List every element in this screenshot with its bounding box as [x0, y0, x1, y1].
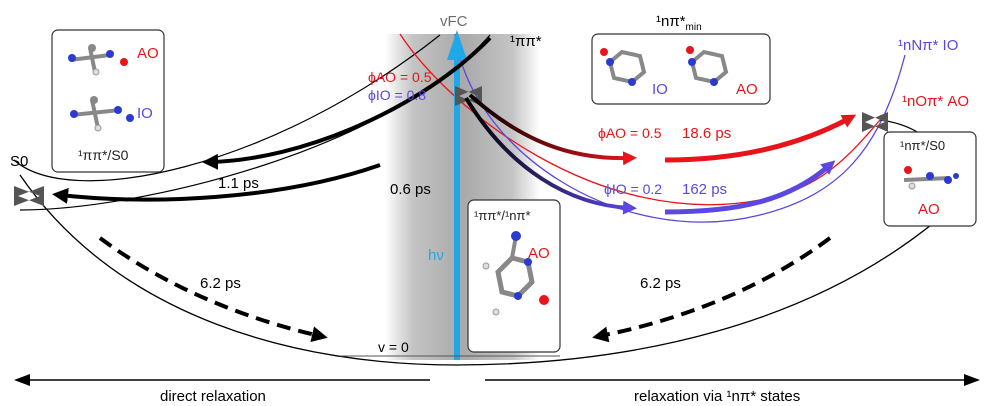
ao-186-arrow: [664, 114, 857, 163]
inset-pipi-npi-caption: ¹ππ*/¹nπ*: [474, 208, 531, 223]
s0-left-curve: [13, 34, 441, 182]
inset-npi-s0-caption: ¹nπ*/S0: [900, 138, 945, 153]
pipi-label: ¹ππ*: [510, 33, 542, 50]
v0-label: v = 0: [378, 339, 409, 355]
hv-label: hν: [428, 247, 444, 264]
ci-marker-left: [14, 186, 44, 206]
s0-label: S0: [10, 153, 28, 170]
vfc-label: vFC: [440, 13, 468, 30]
cooling-arrow-right: [592, 236, 832, 343]
direct-axis-arrowhead: [14, 374, 30, 386]
time-6-2-left: 6.2 ps: [200, 275, 241, 292]
npi-min-label: ¹nπ*min: [656, 13, 702, 33]
time-18-6: 18.6 ps: [682, 125, 731, 142]
time-162: 162 ps: [682, 181, 727, 198]
molecule-ao-icon: [68, 44, 128, 76]
inset-npi-s0: ¹nπ*/S0 AO: [883, 131, 977, 227]
molecule-io-icon: [70, 96, 134, 132]
inset-npi-min: IO AO: [591, 33, 771, 105]
inset-pipi-npi: ¹ππ*/¹nπ* AO: [467, 199, 561, 353]
excitation-arrowhead: [447, 30, 467, 60]
molecule-ao-center-icon: [482, 231, 549, 316]
io-162-arrow: [664, 160, 836, 215]
inset-pipi-s0-caption: ¹ππ*/S0: [78, 147, 129, 163]
direct-relaxation-label: direct relaxation: [160, 388, 266, 405]
molecule-ao-right-icon: [903, 166, 959, 190]
phi-io-left: ϕIO = 0.8: [368, 87, 426, 103]
phi-ao-right: ϕAO = 0.5: [598, 125, 662, 141]
nn-pi-label: ¹nNπ* IO: [898, 37, 958, 54]
molecule-ao-min-icon: [686, 46, 729, 86]
ground-state-curve: [19, 174, 961, 366]
inset-pipi-npi-ao: AO: [528, 245, 550, 262]
molecule-io-min-icon: [600, 48, 647, 86]
s0-decay-arrow: [52, 163, 381, 204]
ao-transfer-arrow: [468, 93, 637, 166]
time-6-2-right: 6.2 ps: [640, 275, 681, 292]
inset-npi-min-ao: AO: [736, 81, 758, 98]
io-transfer-arrow: [464, 96, 637, 215]
phi-io-right: ϕIO = 0.2: [604, 181, 662, 197]
time-0-6: 0.6 ps: [390, 181, 431, 198]
inset-pipi-s0-io: IO: [137, 105, 153, 122]
inset-pipi-s0: AO IO ¹ππ*/S0: [51, 29, 165, 173]
nn-pi-curve: [454, 33, 906, 223]
via-npi-label: relaxation via ¹nπ* states: [634, 388, 800, 405]
inset-npi-s0-ao: AO: [918, 201, 940, 218]
inset-npi-min-io: IO: [652, 81, 668, 98]
cooling-arrow-left: [98, 236, 328, 343]
ci-marker-right: [862, 112, 888, 132]
time-1-1: 1.1 ps: [218, 175, 259, 192]
via-axis-arrowhead: [964, 374, 980, 386]
phi-ao-left: ϕAO = 0.5: [368, 69, 432, 85]
pipi-decay-arrow: [202, 36, 492, 170]
inset-pipi-s0-ao: AO: [137, 45, 159, 62]
no-pi-label: ¹nOπ* AO: [902, 93, 969, 110]
